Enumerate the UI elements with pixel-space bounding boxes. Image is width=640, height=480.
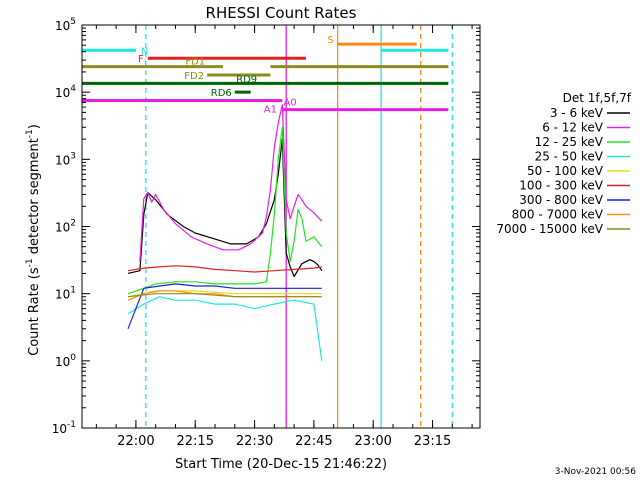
y-tick-label-2: 101 [55,286,76,302]
legend-label-4: 50 - 100 keV [527,164,604,178]
flag-label-f: F [138,54,144,65]
legend-label-8: 7000 - 15000 keV [496,222,603,236]
flag-label-a0: A0 [284,98,297,109]
y-tick-label-3: 102 [55,219,76,235]
series-line-12-25-kev [127,126,323,295]
x-tick-label-2: 22:30 [236,434,273,449]
legend-title: Det 1f,5f,7f [563,91,632,105]
x-tick-label-0: 22:00 [117,434,154,449]
flag-label-a1: A1 [264,105,277,116]
y-axis-label-text: Count Rate (s-1 detector segment-1) [25,124,42,356]
y-tick-label-0: 10-1 [52,420,76,436]
legend-label-5: 100 - 300 keV [519,179,603,193]
series-line-50-100-kev [127,290,322,298]
legend-label-6: 300 - 800 keV [519,193,603,207]
legend-label-7: 800 - 7000 keV [512,208,604,222]
y-tick-label-1: 100 [55,353,76,369]
series-line-3-6-kev [127,138,323,278]
flag-label-n: N [141,46,148,57]
legend-label-0: 3 - 6 keV [550,106,604,120]
series-line-25-50-kev [127,296,323,361]
x-axis-label: Start Time (20-Dec-15 21:46:22) [175,457,387,472]
plot-area: NF FD1 FD2 RD9 RD6 A1 A0 S 10-1 100 101 102 103 104 10… [52,17,481,449]
x-tick-label-4: 23:00 [354,434,391,449]
x-tick-label-3: 22:45 [295,434,332,449]
chart-title: RHESSI Count Rates [206,4,357,22]
legend-label-2: 12 - 25 keV [535,135,604,149]
y-tick-label-4: 103 [55,151,76,167]
flag-label-fd2: FD2 [184,71,204,82]
series-line-7000-15000-kev [127,293,322,298]
series-line-100-300-kev [127,265,322,273]
flag-label-rd9: RD9 [236,74,257,85]
x-tick-label-1: 22:15 [177,434,214,449]
y-tick-label-6: 105 [55,17,76,33]
footer-date: 3-Nov-2021 00:56 [555,467,637,477]
legend-label-3: 25 - 50 keV [535,150,604,164]
y-axis-label: Count Rate (s-1 detector segment-1) [25,124,42,356]
flag-label-fd1: FD1 [185,57,205,68]
flag-label-rd6: RD6 [211,88,232,99]
series-line-6-12-kev [139,104,323,262]
series-line-300-800-kev [127,283,322,330]
y-tick-label-5: 104 [55,84,76,100]
flag-label-s: S [327,35,333,46]
x-tick-label-5: 23:15 [414,434,451,449]
legend-label-1: 6 - 12 keV [542,121,604,135]
